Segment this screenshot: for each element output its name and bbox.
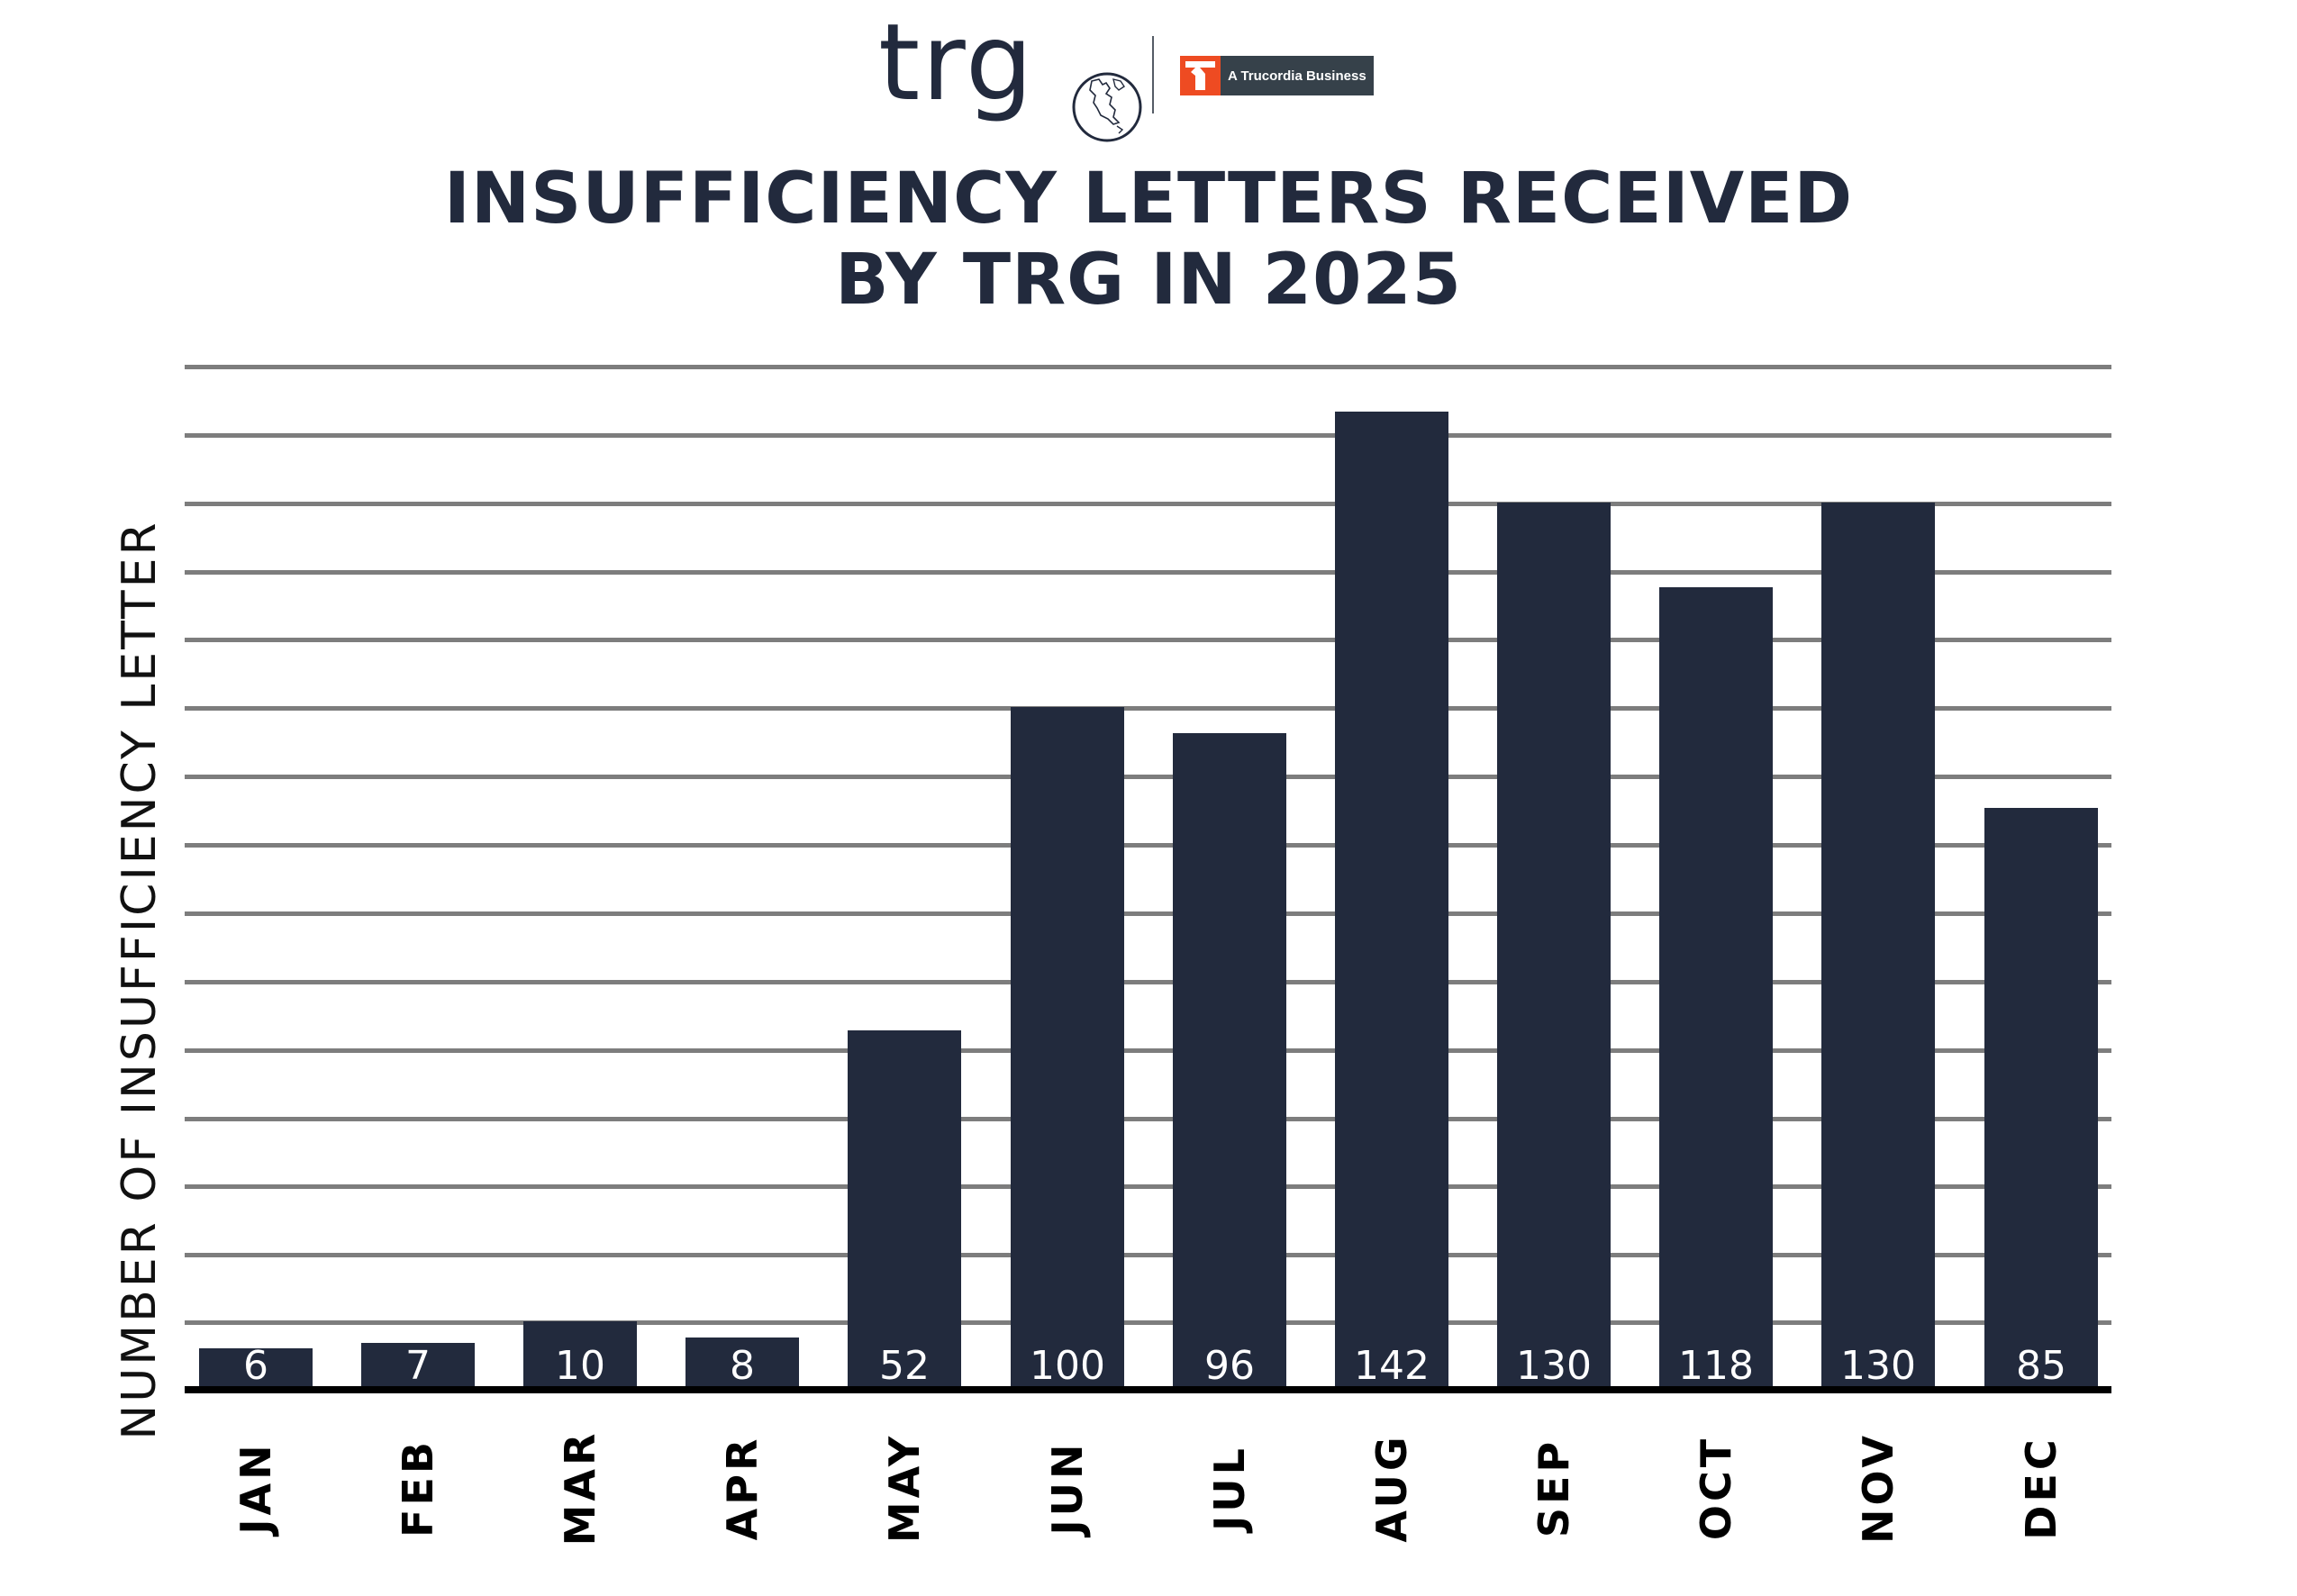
- bar-may: 52: [848, 1030, 961, 1390]
- globe-icon: [1072, 72, 1142, 142]
- bar-value-label: 10: [555, 1343, 605, 1389]
- gridline: [185, 638, 2111, 642]
- bar-aug: 142: [1335, 412, 1448, 1390]
- x-tick-label: NOV: [1854, 1432, 1902, 1544]
- x-tick-label: APR: [718, 1435, 767, 1541]
- x-tick-label: JUN: [1043, 1440, 1092, 1536]
- trucordia-badge: A Trucordia Business: [1180, 56, 1374, 95]
- bar-oct: 118: [1659, 587, 1773, 1390]
- x-tick-label: MAR: [556, 1429, 604, 1546]
- bar-value-label: 130: [1516, 1343, 1592, 1389]
- bar-value-label: 6: [243, 1343, 268, 1389]
- chart-title-line-1: INSUFFICIENCY LETTERS RECEIVED: [443, 159, 1854, 240]
- gridline: [185, 1117, 2111, 1121]
- trg-logo: trg: [878, 0, 1035, 124]
- bar-value-label: 130: [1840, 1343, 1916, 1389]
- bar-apr: 8: [685, 1338, 799, 1390]
- x-tick-label: JUL: [1205, 1445, 1254, 1531]
- x-tick-label: DEC: [2017, 1436, 2065, 1540]
- gridline: [185, 365, 2111, 369]
- gridline: [185, 1253, 2111, 1257]
- x-tick-label: FEB: [394, 1438, 442, 1537]
- x-tick-label: SEP: [1530, 1437, 1578, 1538]
- bar-value-label: 7: [405, 1343, 431, 1389]
- bar-value-label: 100: [1030, 1343, 1105, 1389]
- gridline: [185, 843, 2111, 848]
- x-tick-label: OCT: [1692, 1435, 1740, 1541]
- gridline: [185, 502, 2111, 506]
- logo-divider: [1152, 36, 1154, 113]
- bar-dec: 85: [1984, 808, 2098, 1390]
- gridline: [185, 980, 2111, 984]
- bar-feb: 7: [361, 1343, 475, 1390]
- bar-jun: 100: [1011, 707, 1124, 1390]
- trucordia-badge-text: A Trucordia Business: [1221, 56, 1374, 95]
- trucordia-t-icon: [1180, 56, 1221, 95]
- bar-mar: 10: [523, 1321, 637, 1390]
- bar-sep: 130: [1497, 503, 1611, 1390]
- gridline: [185, 706, 2111, 711]
- x-tick-label: AUG: [1367, 1433, 1416, 1543]
- gridline: [185, 570, 2111, 575]
- x-tick-label: JAN: [232, 1441, 280, 1535]
- gridline: [185, 1184, 2111, 1189]
- bar-value-label: 96: [1204, 1343, 1255, 1389]
- bar-value-label: 8: [730, 1343, 755, 1389]
- x-axis-baseline: [185, 1386, 2111, 1393]
- bar-value-label: 85: [2016, 1343, 2066, 1389]
- bar-nov: 130: [1821, 503, 1935, 1390]
- gridline: [185, 433, 2111, 438]
- x-tick-label: MAY: [880, 1432, 929, 1544]
- bar-jul: 96: [1173, 733, 1286, 1390]
- gridline: [185, 1320, 2111, 1325]
- gridline: [185, 1048, 2111, 1053]
- chart-title-line-2: BY TRG IN 2025: [835, 240, 1462, 321]
- bar-value-label: 52: [879, 1343, 930, 1389]
- bar-value-label: 142: [1354, 1343, 1430, 1389]
- y-axis-label: NUMBER OF INSUFFICIENCY LETTER: [113, 520, 167, 1440]
- bar-value-label: 118: [1678, 1343, 1754, 1389]
- gridline: [185, 911, 2111, 916]
- bar-jan: 6: [199, 1343, 313, 1390]
- gridline: [185, 775, 2111, 779]
